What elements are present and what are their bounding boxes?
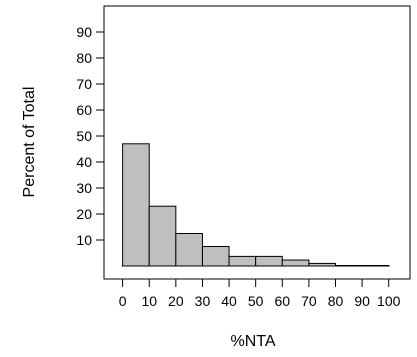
x-tick-label: 40 bbox=[221, 293, 237, 309]
histogram-bar bbox=[148, 205, 177, 267]
x-axis: 0 10 20 30 40 50 60 70 80 90 100 bbox=[119, 279, 401, 309]
histogram-bar bbox=[228, 255, 257, 267]
histogram-bar bbox=[201, 246, 230, 267]
x-tick-label: 50 bbox=[248, 293, 264, 309]
x-tick-label: 70 bbox=[301, 293, 317, 309]
y-tick-label: 60 bbox=[76, 102, 92, 118]
x-tick-label: 90 bbox=[354, 293, 370, 309]
y-axis-title: Percent of Total bbox=[21, 87, 38, 198]
y-tick-label: 80 bbox=[76, 50, 92, 66]
x-tick-label: 60 bbox=[274, 293, 290, 309]
y-tick-label: 20 bbox=[76, 206, 92, 222]
histogram-bar bbox=[175, 233, 203, 267]
plot-frame bbox=[103, 5, 411, 280]
y-axis: 10 20 30 40 50 60 70 80 90 bbox=[76, 24, 104, 248]
y-tick-label: 50 bbox=[76, 128, 92, 144]
x-axis-title: %NTA bbox=[230, 333, 275, 350]
x-tick-label: 10 bbox=[141, 293, 157, 309]
histogram-bars bbox=[122, 143, 390, 267]
x-tick-label: 80 bbox=[328, 293, 344, 309]
y-tick-label: 10 bbox=[76, 232, 92, 248]
y-tick-label: 30 bbox=[76, 180, 92, 196]
x-tick-label: 0 bbox=[119, 293, 127, 309]
histogram-bar bbox=[281, 259, 310, 267]
x-tick-label: 100 bbox=[377, 293, 401, 309]
x-tick-label: 30 bbox=[195, 293, 211, 309]
histogram-bar bbox=[122, 143, 150, 267]
y-tick-label: 70 bbox=[76, 76, 92, 92]
x-tick-label: 20 bbox=[168, 293, 184, 309]
y-tick-label: 90 bbox=[76, 24, 92, 40]
y-tick-label: 40 bbox=[76, 154, 92, 170]
histogram-bar bbox=[255, 255, 283, 267]
